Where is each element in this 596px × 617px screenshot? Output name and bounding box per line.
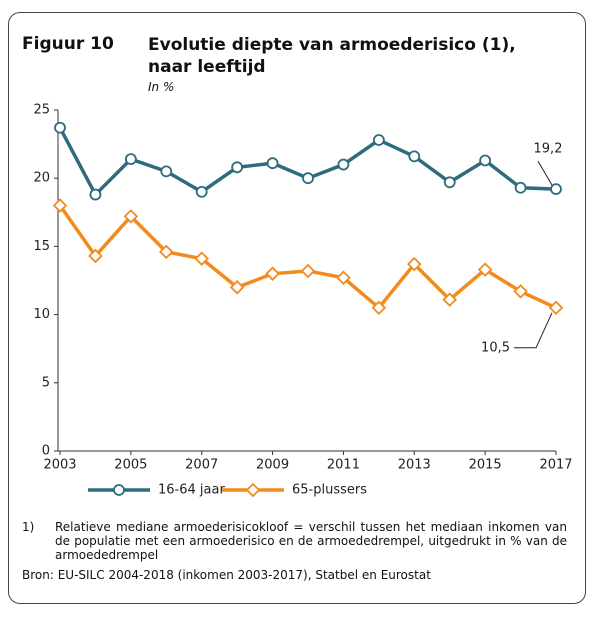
footnote-marker: 1): [22, 520, 35, 534]
footnote: Relatieve mediane armoederisicokloof = v…: [55, 520, 567, 562]
leader-line: [514, 312, 553, 349]
y-tick-label: 10: [33, 307, 50, 322]
point: [88, 248, 103, 264]
x-tick-label: 2017: [539, 458, 572, 473]
point: [265, 266, 280, 281]
point: [371, 300, 387, 316]
x-tick-label: 2015: [469, 458, 502, 473]
point: [372, 134, 385, 146]
x-tick-label: 2011: [327, 458, 360, 473]
point: [479, 154, 492, 167]
point: [231, 161, 244, 174]
chart-title: Evolutie diepte van armoederisico (1), n…: [148, 35, 516, 77]
value-label: 10,5: [481, 340, 510, 355]
x-tick-label: 2003: [43, 458, 76, 473]
point: [407, 256, 422, 272]
point: [300, 263, 316, 279]
y-tick-label: 5: [42, 375, 50, 390]
point: [123, 209, 139, 224]
point: [513, 284, 528, 299]
value-label: 19,2: [534, 142, 563, 157]
point: [54, 121, 66, 134]
source: Bron: EU-SILC 2004-2018 (inkomen 2003-20…: [22, 568, 431, 582]
y-tick-label: 20: [33, 171, 50, 186]
point: [195, 185, 208, 198]
x-tick-label: 2007: [185, 458, 218, 473]
point: [514, 181, 527, 194]
point: [477, 262, 493, 277]
y-tick-label: 15: [33, 239, 50, 254]
point: [443, 176, 456, 189]
point: [124, 153, 137, 166]
point: [160, 165, 173, 178]
point: [89, 188, 102, 201]
chart-subtitle: In %: [148, 80, 175, 94]
legend-marker: [113, 484, 125, 496]
x-tick-label: 2005: [114, 458, 147, 473]
x-tick-label: 2009: [256, 458, 289, 473]
point: [159, 244, 174, 260]
point: [52, 198, 68, 213]
point: [336, 270, 351, 286]
figure-label: Figuur 10: [22, 34, 114, 54]
point: [337, 158, 350, 171]
y-tick-label: 0: [42, 444, 50, 459]
x-tick-label: 2013: [398, 458, 431, 473]
point: [442, 292, 457, 307]
point: [302, 172, 314, 185]
point: [229, 280, 245, 295]
legend-label: 65-plussers: [292, 483, 367, 498]
legend-marker: [245, 482, 261, 498]
leader-line: [537, 160, 553, 186]
point: [266, 157, 279, 170]
point: [194, 251, 209, 266]
point: [408, 150, 421, 163]
series-line: [58, 204, 557, 311]
y-tick-label: 25: [33, 103, 50, 118]
point: [550, 183, 562, 196]
point: [548, 300, 564, 316]
frame: [8, 12, 586, 604]
legend-label: 16-64 jaar: [158, 483, 225, 498]
